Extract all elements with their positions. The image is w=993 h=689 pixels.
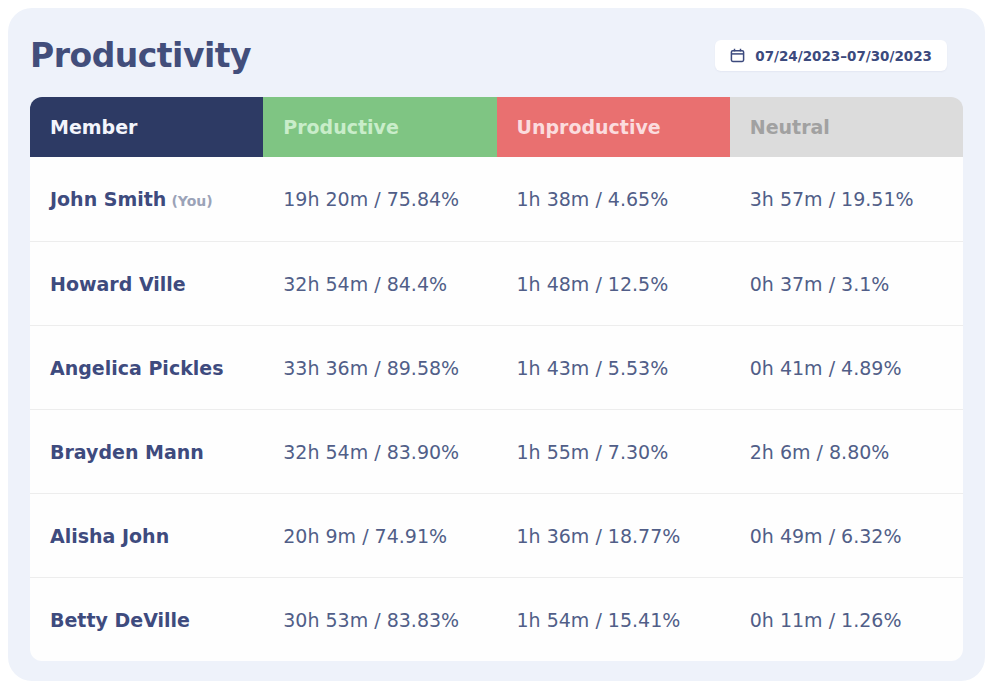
table-row: John Smith (You) 19h 20m / 75.84% 1h 38m …	[30, 157, 963, 241]
productive-value: 30h 53m / 83.83%	[263, 609, 496, 631]
member-name-cell: John Smith (You)	[30, 188, 263, 210]
member-name: Howard Ville	[50, 273, 186, 295]
table-row: Howard Ville 32h 54m / 84.4% 1h 48m / 12…	[30, 241, 963, 325]
table-body: John Smith (You) 19h 20m / 75.84% 1h 38m …	[30, 157, 963, 661]
column-header-neutral: Neutral	[730, 97, 963, 157]
date-range-label: 07/24/2023–07/30/2023	[755, 48, 932, 64]
table-row: Betty DeVille 30h 53m / 83.83% 1h 54m / …	[30, 577, 963, 661]
neutral-value: 0h 49m / 6.32%	[730, 525, 963, 547]
productive-value: 32h 54m / 83.90%	[263, 441, 496, 463]
productive-value: 33h 36m / 89.58%	[263, 357, 496, 379]
unproductive-value: 1h 36m / 18.77%	[497, 525, 730, 547]
column-header-productive: Productive	[263, 97, 496, 157]
member-name: Alisha John	[50, 525, 169, 547]
calendar-icon	[730, 48, 745, 63]
member-name-cell: Betty DeVille	[30, 609, 263, 631]
neutral-value: 0h 11m / 1.26%	[730, 609, 963, 631]
unproductive-value: 1h 54m / 15.41%	[497, 609, 730, 631]
neutral-value: 3h 57m / 19.51%	[730, 188, 963, 210]
productivity-card: Productivity 07/24/2023–07/30/2023 Membe…	[8, 8, 985, 681]
column-header-unproductive: Unproductive	[497, 97, 730, 157]
table-header-row: Member Productive Unproductive Neutral	[30, 97, 963, 157]
member-name: John Smith	[50, 188, 166, 210]
neutral-value: 0h 37m / 3.1%	[730, 273, 963, 295]
page-title: Productivity	[30, 36, 251, 75]
unproductive-value: 1h 38m / 4.65%	[497, 188, 730, 210]
productive-value: 20h 9m / 74.91%	[263, 525, 496, 547]
table-row: Angelica Pickles 33h 36m / 89.58% 1h 43m…	[30, 325, 963, 409]
member-name: Betty DeVille	[50, 609, 190, 631]
member-name-cell: Howard Ville	[30, 273, 263, 295]
neutral-value: 2h 6m / 8.80%	[730, 441, 963, 463]
table-row: Alisha John 20h 9m / 74.91% 1h 36m / 18.…	[30, 493, 963, 577]
column-header-member: Member	[30, 97, 263, 157]
productive-value: 19h 20m / 75.84%	[263, 188, 496, 210]
unproductive-value: 1h 55m / 7.30%	[497, 441, 730, 463]
member-name-cell: Angelica Pickles	[30, 357, 263, 379]
productivity-table: Member Productive Unproductive Neutral J…	[30, 97, 963, 661]
card-header: Productivity 07/24/2023–07/30/2023	[30, 36, 963, 75]
table-row: Brayden Mann 32h 54m / 83.90% 1h 55m / 7…	[30, 409, 963, 493]
unproductive-value: 1h 43m / 5.53%	[497, 357, 730, 379]
member-name-cell: Brayden Mann	[30, 441, 263, 463]
member-name-cell: Alisha John	[30, 525, 263, 547]
productive-value: 32h 54m / 84.4%	[263, 273, 496, 295]
member-name: Brayden Mann	[50, 441, 204, 463]
member-name: Angelica Pickles	[50, 357, 224, 379]
date-range-picker[interactable]: 07/24/2023–07/30/2023	[715, 40, 947, 71]
unproductive-value: 1h 48m / 12.5%	[497, 273, 730, 295]
neutral-value: 0h 41m / 4.89%	[730, 357, 963, 379]
member-you-tag: (You)	[171, 193, 212, 209]
